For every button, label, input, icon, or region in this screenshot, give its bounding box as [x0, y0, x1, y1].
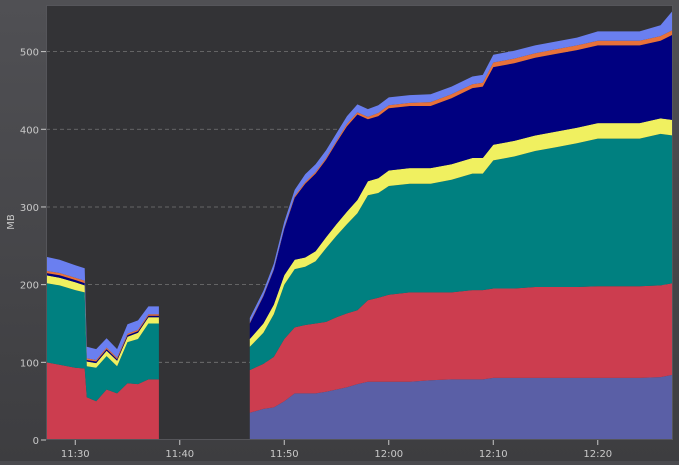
y-axis-label: MB: [6, 214, 17, 230]
area-yellow-segment-1: [46, 275, 159, 368]
y-tick-label: 400: [20, 125, 39, 136]
x-tick-label: 11:40: [165, 449, 194, 460]
x-tick-label: 11:50: [270, 449, 299, 460]
area-navy-segment-2: [249, 34, 674, 339]
area-teal-segment-2: [249, 133, 674, 371]
x-tick-label: 12:00: [374, 449, 403, 460]
y-tick-label: 0: [33, 436, 39, 447]
area-teal-segment-1: [46, 283, 159, 402]
y-axis-ticks: 0 100 200 300 400 500: [20, 48, 46, 447]
area-yellow-segment-2: [249, 118, 674, 347]
area-red-segment-2: [249, 283, 674, 413]
data-areas: [46, 10, 674, 440]
plot-frame: [46, 5, 673, 440]
y-tick-label: 300: [20, 203, 39, 214]
area-lightblue-segment-1: [46, 256, 159, 360]
y-tick-label: 500: [20, 48, 39, 59]
x-tick-label: 12:20: [583, 449, 612, 460]
area-red-segment-1: [46, 362, 159, 440]
x-tick-label: 12:10: [479, 449, 508, 460]
y-tick-label: 200: [20, 281, 39, 292]
x-axis-ticks: 11:30 11:40 11:50 12:00 12:10 12:20: [61, 440, 612, 460]
y-tick-label: 100: [20, 358, 39, 369]
area-blue-segment-2: [249, 374, 674, 440]
x-tick-label: 11:30: [61, 449, 90, 460]
